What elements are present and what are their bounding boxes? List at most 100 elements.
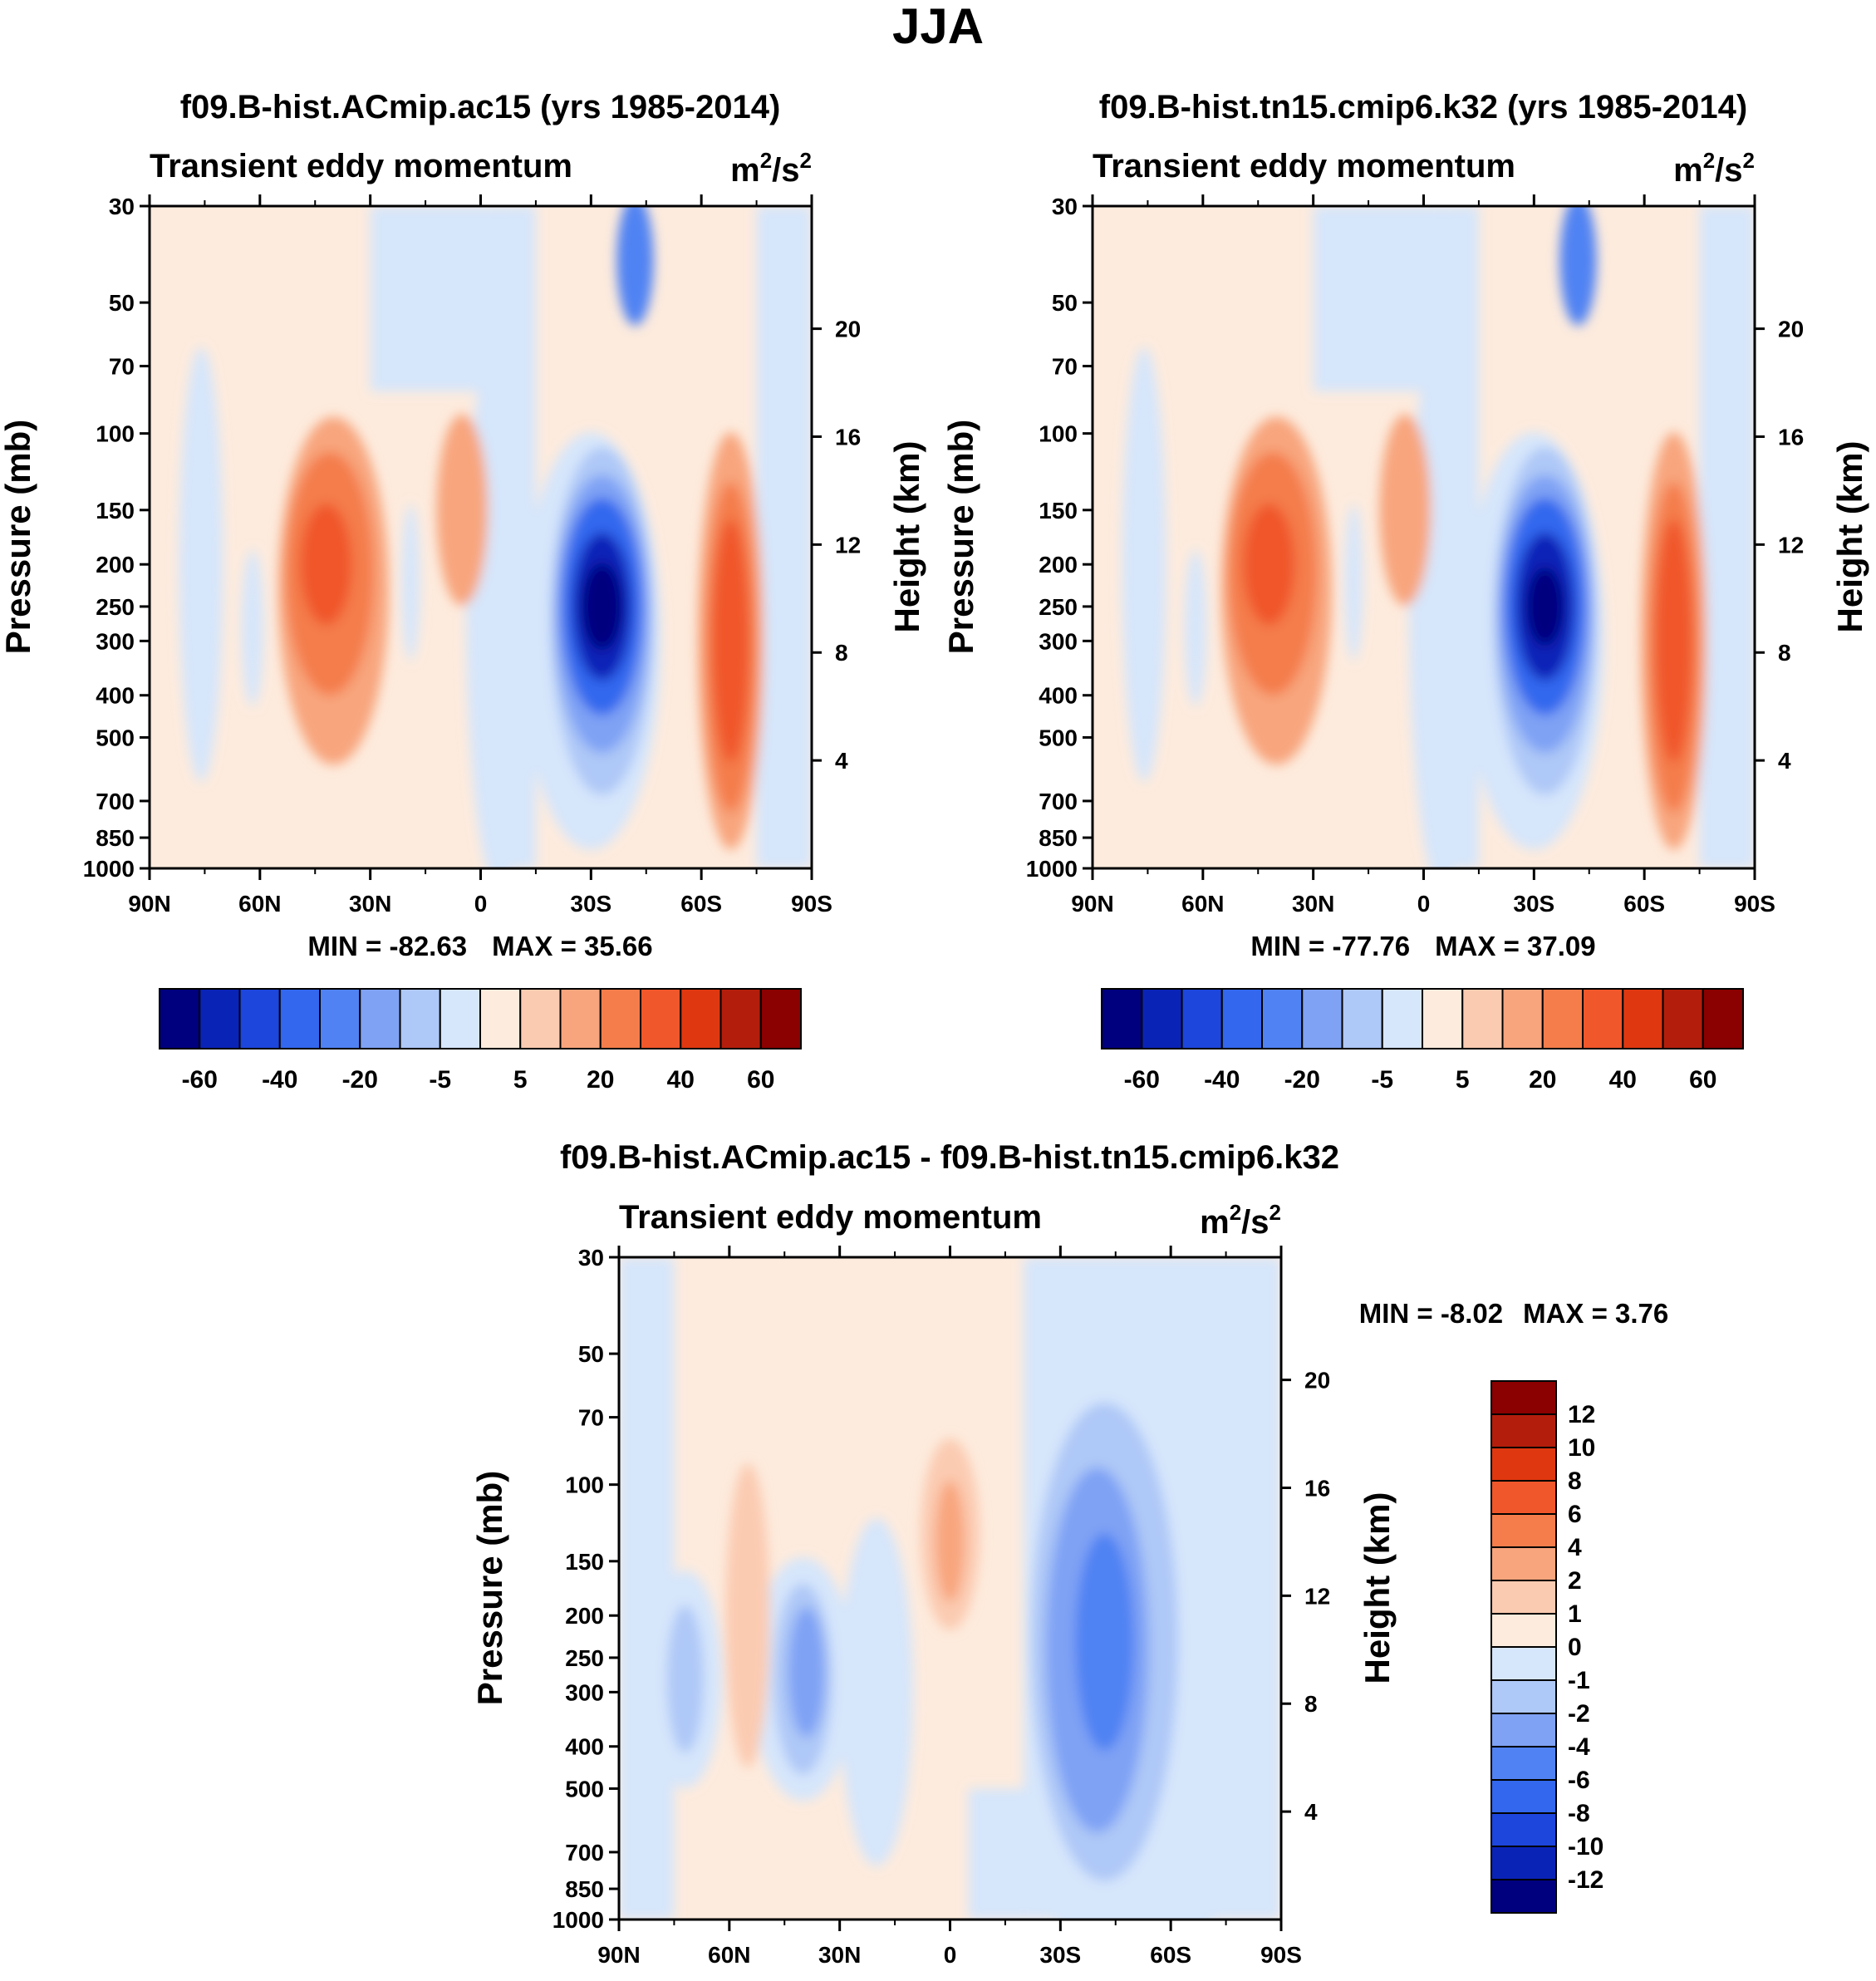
panel-diff-plot: 30 50 70 100 150 200 250 300 400 500 700 850 1000 20 1… [552,1245,1330,1968]
y-tick-label: 30 [578,1245,604,1271]
labelbar-box [1181,988,1223,1049]
labelbar-box [1501,988,1544,1049]
panel-diff-minmax: MIN = -8.02 MAX = 3.76 [1359,1298,1669,1329]
labelbar-box [759,988,802,1049]
negative-region [788,1606,825,1738]
labelbar-box [399,988,441,1049]
y2-tick-label: 20 [835,317,861,342]
contour-regions [179,206,812,868]
labelbar-label: -1 [1568,1667,1590,1694]
labelbar-box [359,988,401,1049]
x-tick-label: 60N [1181,891,1224,917]
labelbar-box [640,988,682,1049]
panel-ac15-left-string: Transient eddy momentum [150,148,572,184]
panel-ac15-plot: 30 50 70 100 150 200 250 300 400 500 700 850 1000 20 1… [83,194,861,917]
negative-region [616,206,654,326]
positive-region [719,571,742,711]
labelbar-label: 10 [1568,1434,1595,1462]
y-tick-label: 300 [96,628,135,654]
y2-tick-label: 4 [835,748,848,774]
y2-tick-label: 12 [1778,532,1804,558]
labelbar-box [199,988,241,1049]
panel-ac15-units: m2/s2 [730,148,812,189]
labelbar-box [1141,988,1183,1049]
panel-diff-ylabel: Pressure (mb) [470,1471,509,1705]
y-tick-label: 500 [565,1776,604,1802]
labelbar-box [599,988,641,1049]
x-tick-label: 30N [349,891,391,917]
y-tick-label: 150 [96,498,135,524]
labelbar-label: -2 [1568,1700,1590,1728]
labelbar-box [159,988,201,1049]
labelbar-label: 0 [1568,1634,1582,1661]
labelbar-box [1622,988,1664,1049]
labelbar-box [319,988,361,1049]
band-weak-negative [968,1788,1024,1920]
panel-ac15: f09.B-hist.ACmip.ac15 (yrs 1985-2014) Tr… [0,89,926,1094]
labelbar-label: -5 [429,1066,451,1094]
y2-tick-label: 8 [835,640,848,666]
y-tick-label: 500 [1039,725,1078,750]
y2-tick-label: 16 [1778,424,1804,450]
x-tick-label: 0 [1417,891,1431,917]
y2-tick-label: 12 [835,532,861,558]
band-weak-negative [370,206,499,391]
labelbar-box [479,988,522,1049]
x-tick-label: 60S [1623,891,1665,917]
y-tick-label: 850 [565,1876,604,1902]
positive-region [935,1480,965,1603]
labelbar-box [1490,1413,1557,1448]
band-weak-negative [756,206,812,868]
y-tick-label: 70 [1052,354,1078,380]
panel-k32-units: m2/s2 [1673,148,1755,189]
labelbar-box [1490,1580,1557,1615]
contour-regions [1122,206,1755,868]
positive-region [1243,503,1295,626]
y2-tick-label: 20 [1778,317,1804,342]
labelbar-label: -20 [342,1066,378,1094]
negative-region [1122,347,1166,782]
y2-tick-label: 4 [1778,748,1791,774]
labelbar-label: 20 [1529,1066,1556,1094]
labelbar-box [1261,988,1304,1049]
panel-k32-y2label: Height (km) [1830,441,1869,633]
labelbar-label: 40 [667,1066,695,1094]
labelbar-label: -12 [1568,1866,1603,1894]
negative-region [582,563,622,651]
labelbar-box [1490,1779,1557,1814]
labelbar-label: -60 [182,1066,218,1094]
labelbar-label: -40 [1204,1066,1240,1094]
y-tick-label: 70 [578,1405,604,1431]
contour-fill [619,1257,1281,1920]
negative-region [179,347,223,782]
labelbar-label: 60 [1689,1066,1716,1094]
y-tick-label: 50 [1052,290,1078,316]
y-tick-label: 200 [96,552,135,578]
labelbar-box [1490,1812,1557,1847]
y-tick-label: 200 [565,1603,604,1629]
labelbar-box [680,988,722,1049]
figure-title: JJA [892,0,984,54]
x-tick-label: 90S [791,891,832,917]
labelbar-box [1422,988,1464,1049]
labelbar-label: 60 [747,1066,774,1094]
labelbar-box [1662,988,1704,1049]
y2-tick-label: 12 [1304,1583,1330,1609]
y-tick-label: 1000 [83,856,135,882]
positive-region [1662,571,1685,711]
labelbar-label: 1 [1568,1600,1582,1628]
negative-region [1559,206,1597,326]
labelbar-label: -60 [1124,1066,1160,1094]
y2-tick-label: 16 [835,424,861,450]
panel-diff: f09.B-hist.ACmip.ac15 - f09.B-hist.tn15.… [470,1139,1669,1968]
x-tick-label: 60N [238,891,281,917]
labelbar-box [1381,988,1423,1049]
labelbar-box [1490,1879,1557,1914]
panel-diff-units: m2/s2 [1200,1200,1281,1241]
labelbar-box [1490,1613,1557,1648]
x-tick-label: 90S [1260,1942,1302,1968]
panel-k32: f09.B-hist.tn15.cmip6.k32 (yrs 1985-2014… [941,89,1869,1094]
labelbar-box [1702,988,1744,1049]
labelbar-box [1490,1447,1557,1482]
